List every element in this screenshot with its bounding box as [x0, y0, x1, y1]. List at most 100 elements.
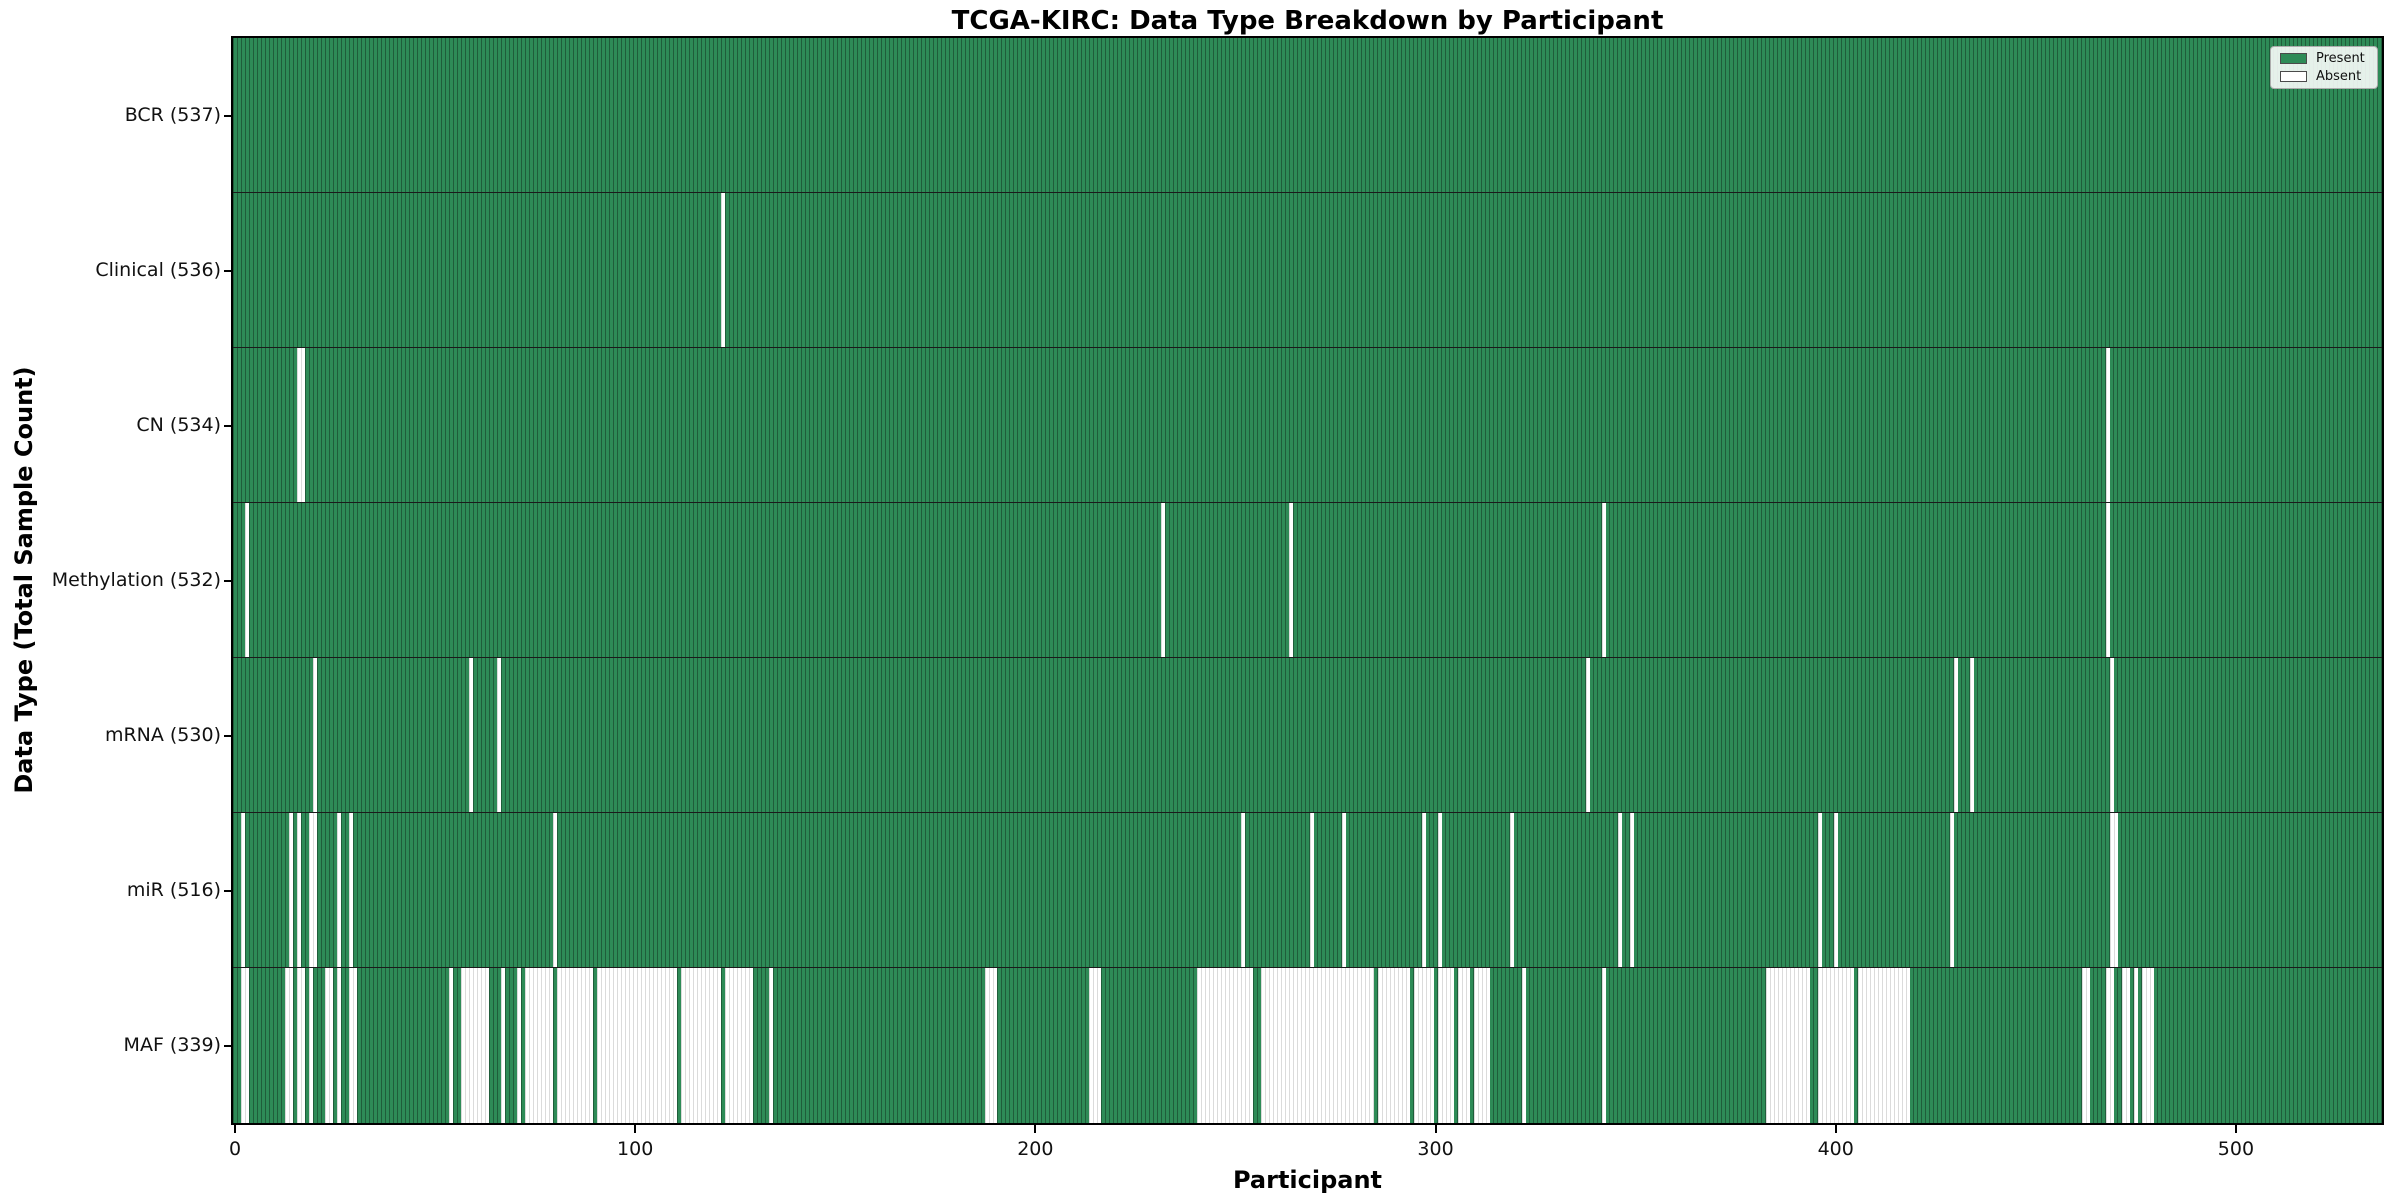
y-tick-mark: [224, 889, 233, 892]
x-tick-mark: [1034, 1124, 1037, 1133]
absent-bar: [2105, 503, 2110, 657]
legend-label-present: Present: [2316, 51, 2365, 66]
absent-bar: [681, 968, 722, 1123]
y-tick-label: MAF (339): [123, 1033, 221, 1056]
absent-bar: [597, 968, 678, 1123]
y-tick-mark: [224, 734, 233, 737]
legend: Present Absent: [2270, 46, 2378, 89]
absent-bar: [1833, 813, 1838, 967]
y-tick-mark: [224, 1044, 233, 1047]
absent-bar: [721, 193, 726, 347]
absent-bar: [2133, 968, 2138, 1123]
absent-bar: [985, 968, 998, 1123]
absent-bar: [769, 968, 774, 1123]
absent-bar: [1309, 813, 1314, 967]
y-tick-mark: [224, 114, 233, 117]
y-tick-label: mRNA (530): [104, 723, 221, 746]
absent-bar: [1521, 968, 1526, 1123]
absent-bar: [1241, 813, 1246, 967]
y-tick-label: BCR (537): [124, 103, 221, 126]
absent-bar: [2141, 968, 2154, 1123]
absent-bar: [1261, 968, 1374, 1123]
heatmap-plot: [233, 38, 2382, 1123]
absent-bar: [297, 348, 306, 502]
legend-label-absent: Absent: [2316, 69, 2362, 84]
absent-bar: [2105, 968, 2114, 1123]
legend-entry-present: Present: [2280, 52, 2368, 65]
absent-bar: [1509, 813, 1514, 967]
absent-bar: [309, 968, 314, 1123]
absent-bar: [1817, 968, 1854, 1123]
absent-bar: [1953, 658, 1958, 812]
absent-bar: [245, 503, 249, 657]
absent-bar: [1585, 658, 1590, 812]
absent-bar: [1817, 813, 1822, 967]
absent-bar: [1197, 968, 1254, 1123]
absent-bar: [1289, 503, 1294, 657]
absent-bar: [285, 968, 294, 1123]
absent-bar: [517, 968, 522, 1123]
y-tick-mark: [224, 579, 233, 582]
absent-bar: [2109, 813, 2118, 967]
absent-bar: [241, 968, 249, 1123]
chart-title: TCGA-KIRC: Data Type Breakdown by Partic…: [951, 6, 1664, 36]
heatmap-row-bcr: [233, 38, 2382, 193]
heatmap-row-mrna: [233, 658, 2382, 813]
absent-bar: [1437, 813, 1442, 967]
absent-bar: [325, 968, 334, 1123]
x-tick-mark: [634, 1124, 637, 1133]
absent-bar: [525, 968, 554, 1123]
absent-bar: [497, 658, 502, 812]
absent-bar: [1949, 813, 1954, 967]
absent-bar: [1969, 658, 1974, 812]
absent-bar: [1601, 503, 1606, 657]
x-tick-mark: [2234, 1124, 2237, 1133]
absent-bar: [337, 968, 342, 1123]
absent-bar: [309, 813, 318, 967]
x-tick-mark: [1434, 1124, 1437, 1133]
heatmap-row-maf: [233, 968, 2382, 1123]
absent-bar: [1857, 968, 1910, 1123]
absent-bar: [349, 813, 354, 967]
absent-bar: [1457, 968, 1470, 1123]
absent-bar: [1421, 813, 1426, 967]
absent-bar: [349, 968, 358, 1123]
x-tick-label: 200: [1017, 1138, 1054, 1160]
absent-bar: [2081, 968, 2090, 1123]
absent-bar: [469, 658, 474, 812]
absent-bar: [1413, 968, 1434, 1123]
y-tick-label: Methylation (532): [51, 568, 221, 591]
absent-bar: [501, 968, 506, 1123]
legend-swatch-present: [2280, 53, 2307, 64]
absent-bar: [1473, 968, 1490, 1123]
heatmap-row-methylation: [233, 503, 2382, 658]
x-axis-label: Participant: [1232, 1166, 1383, 1194]
legend-swatch-absent: [2280, 71, 2307, 82]
heatmap-row-clinical: [233, 193, 2382, 348]
x-tick-label: 500: [2217, 1138, 2255, 1160]
heatmap-row-cn: [233, 348, 2382, 503]
y-axis-label: Data Type (Total Sample Count): [10, 366, 38, 794]
absent-bar: [1601, 968, 1606, 1123]
x-tick-label: 400: [1817, 1138, 1854, 1160]
absent-bar: [1161, 503, 1166, 657]
x-tick-mark: [1834, 1124, 1837, 1133]
absent-bar: [2109, 658, 2114, 812]
x-tick-label: 0: [228, 1138, 242, 1160]
x-tick-label: 100: [617, 1138, 654, 1160]
x-tick-mark: [234, 1124, 236, 1133]
legend-entry-absent: Absent: [2280, 70, 2368, 83]
absent-bar: [1617, 813, 1622, 967]
absent-bar: [449, 968, 454, 1123]
absent-bar: [1341, 813, 1346, 967]
absent-bar: [241, 813, 245, 967]
absent-bar: [2105, 348, 2110, 502]
absent-bar: [1089, 968, 1102, 1123]
absent-bar: [1765, 968, 1810, 1123]
y-tick-label: CN (534): [136, 413, 221, 436]
heatmap-row-mir: [233, 813, 2382, 968]
absent-bar: [337, 813, 342, 967]
absent-bar: [313, 658, 318, 812]
absent-bar: [557, 968, 594, 1123]
